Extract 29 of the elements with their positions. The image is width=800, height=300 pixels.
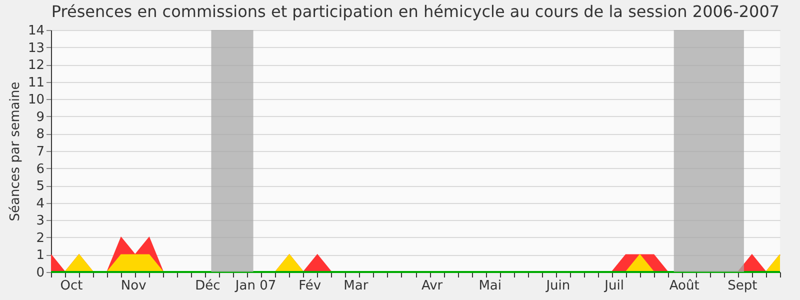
x-tick-label: Oct bbox=[60, 278, 83, 294]
x-tick-label: Jan 07 bbox=[234, 278, 276, 294]
y-tick-label: 1 bbox=[36, 248, 44, 264]
x-tick-label: Août bbox=[669, 278, 700, 294]
x-tick-label: Juin bbox=[545, 278, 570, 294]
y-tick-label: 9 bbox=[36, 110, 44, 125]
chart-title: Présences en commissions et participation en hémicycle au cours de la session 2006-2007 bbox=[51, 2, 780, 21]
y-tick-label: 8 bbox=[36, 127, 44, 142]
y-tick-label: 6 bbox=[36, 162, 44, 177]
y-tick-label: 5 bbox=[36, 179, 44, 194]
y-tick-label: 10 bbox=[28, 92, 44, 108]
y-tick-label: 4 bbox=[36, 196, 44, 212]
x-tick-label: Nov bbox=[120, 278, 147, 294]
x-tick-label: Juil bbox=[604, 278, 624, 294]
y-tick-label: 7 bbox=[36, 144, 44, 160]
x-tick-label: Mai bbox=[478, 278, 502, 294]
x-tick-label: Avr bbox=[421, 278, 444, 294]
x-tick-label: Mar bbox=[344, 278, 369, 294]
y-tick-label: 2 bbox=[36, 230, 44, 246]
y-tick-label: 13 bbox=[28, 40, 44, 56]
y-tick-label: 11 bbox=[28, 75, 44, 90]
x-tick-label: Sept bbox=[728, 278, 758, 294]
y-tick-label: 0 bbox=[36, 266, 44, 280]
x-tick-label: Déc bbox=[195, 278, 220, 294]
y-tick-label: 14 bbox=[28, 24, 44, 38]
x-tick-label: Fév bbox=[298, 278, 322, 294]
y-tick-label: 3 bbox=[36, 214, 44, 229]
y-tick-label: 12 bbox=[28, 58, 44, 74]
y-axis-title: Séances par semaine bbox=[8, 82, 23, 222]
